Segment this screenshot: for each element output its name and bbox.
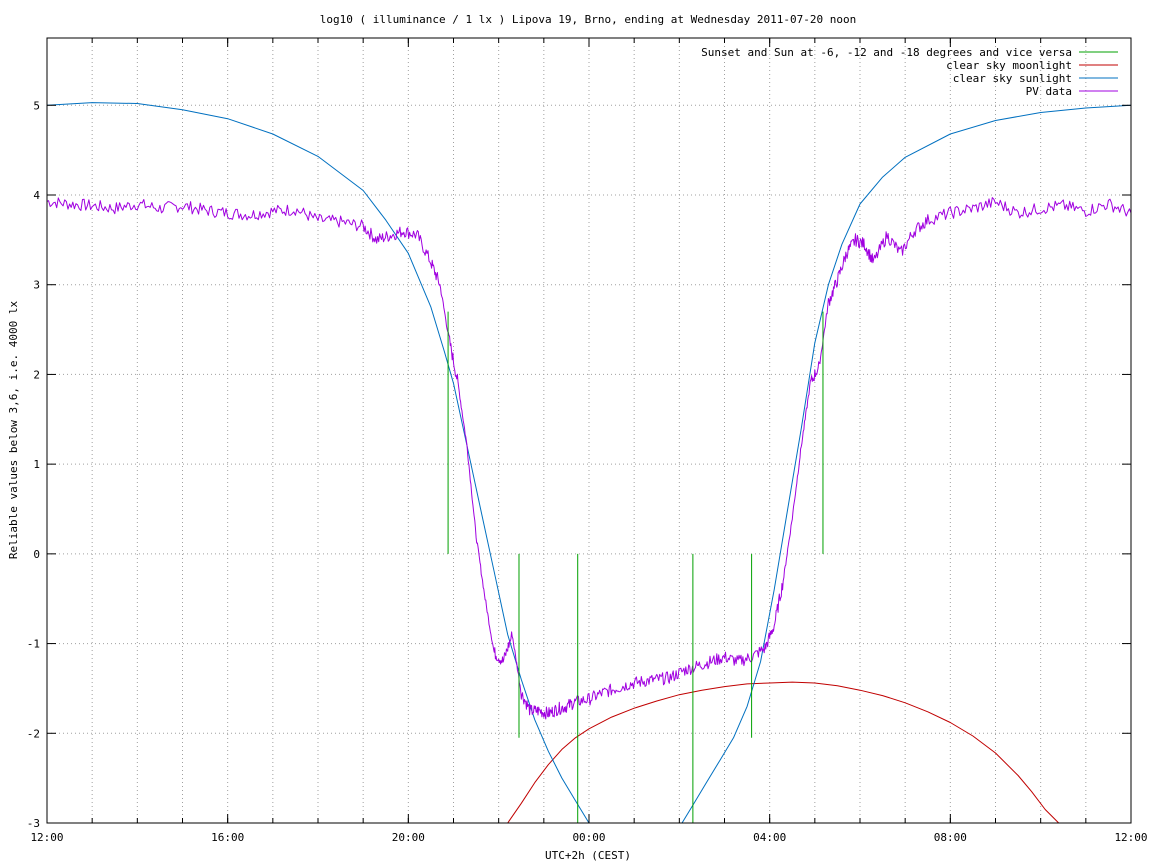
sunlight-line bbox=[47, 102, 1131, 823]
legend: Sunset and Sun at -6, -12 and -18 degree… bbox=[701, 46, 1118, 98]
y-tick-label: 1 bbox=[33, 458, 40, 471]
pv-data-line bbox=[47, 197, 1131, 720]
x-tick-label: 08:00 bbox=[934, 831, 967, 844]
x-axis-label: UTC+2h (CEST) bbox=[545, 849, 631, 862]
moonlight-line bbox=[507, 681, 1060, 823]
x-tick-label: 00:00 bbox=[572, 831, 605, 844]
legend-label: clear sky sunlight bbox=[953, 72, 1072, 85]
y-tick-label: -1 bbox=[27, 638, 40, 651]
legend-label: clear sky moonlight bbox=[946, 59, 1072, 72]
y-tick-label: 0 bbox=[33, 548, 40, 561]
y-tick-label: 5 bbox=[33, 99, 40, 112]
x-tick-label: 20:00 bbox=[392, 831, 425, 844]
legend-label: Sunset and Sun at -6, -12 and -18 degree… bbox=[701, 46, 1072, 59]
axis-ticks bbox=[46, 38, 1132, 824]
x-tick-label: 16:00 bbox=[211, 831, 244, 844]
y-tick-labels: -3 -2 -1 0 1 2 3 4 5 bbox=[27, 99, 41, 830]
x-tick-label: 12:00 bbox=[30, 831, 63, 844]
x-tick-label: 04:00 bbox=[753, 831, 786, 844]
y-tick-label: 2 bbox=[33, 368, 40, 381]
legend-label: PV data bbox=[1026, 85, 1072, 98]
y-tick-label: -2 bbox=[27, 727, 40, 740]
y-axis-label: Reliable values below 3,6, i.e. 4000 lx bbox=[7, 300, 20, 559]
x-tick-labels: 12:00 16:00 20:00 00:00 04:00 08:00 12:00 bbox=[30, 831, 1147, 844]
grid bbox=[47, 38, 1131, 823]
chart-title: log10 ( illuminance / 1 lx ) Lipova 19, … bbox=[320, 13, 856, 26]
y-tick-label: 3 bbox=[33, 279, 40, 292]
x-tick-label: 12:00 bbox=[1114, 831, 1147, 844]
y-tick-label: 4 bbox=[33, 189, 40, 202]
y-tick-label: -3 bbox=[27, 817, 40, 830]
plot-area bbox=[47, 102, 1131, 823]
